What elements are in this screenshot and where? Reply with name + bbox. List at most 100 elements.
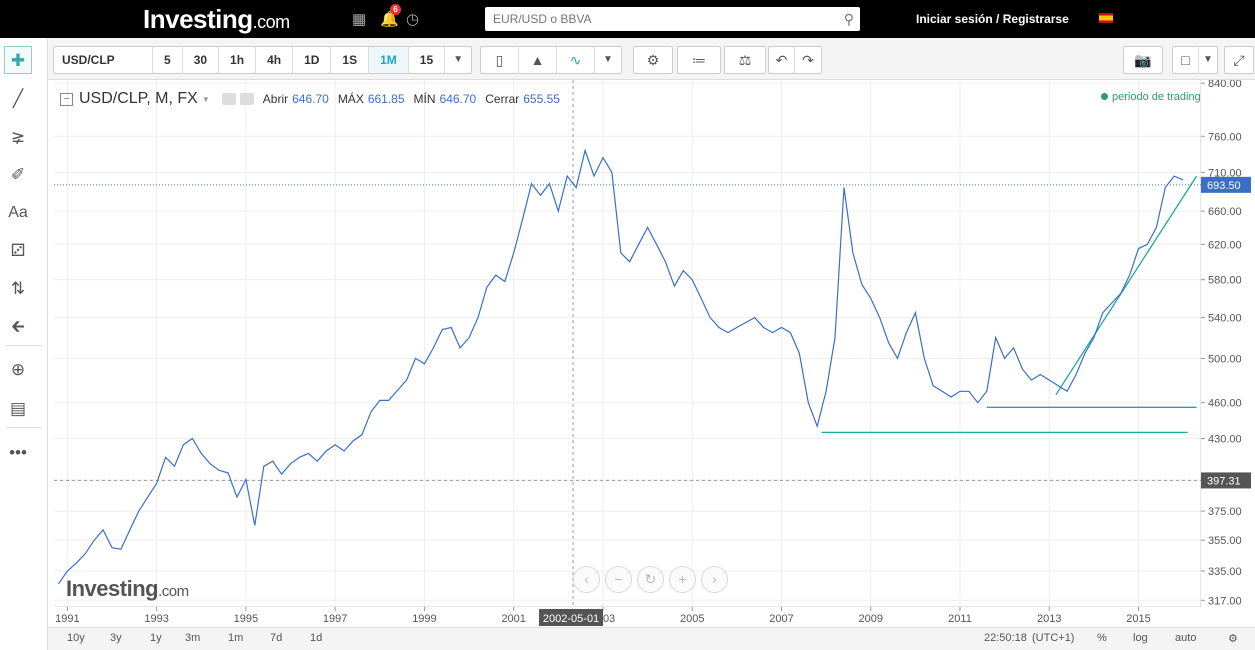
timezone[interactable]: (UTC+1) bbox=[1032, 632, 1075, 644]
percent-toggle[interactable]: % bbox=[1097, 632, 1107, 644]
layout-dropdown-icon[interactable]: ▼ bbox=[1203, 54, 1213, 65]
fullscreen-icon[interactable]: ⤢ bbox=[1233, 52, 1245, 68]
eye-icon[interactable] bbox=[221, 93, 236, 105]
collapse-legend-icon[interactable]: – bbox=[60, 92, 73, 106]
camera-icon[interactable]: 📷 bbox=[1134, 52, 1152, 68]
chart-type-group: ▯ ▲ ∿ ▼ bbox=[480, 46, 622, 74]
range-3m[interactable]: 3m bbox=[185, 632, 201, 644]
reset-icon[interactable]: ↻ bbox=[637, 566, 664, 593]
spain-flag-icon[interactable] bbox=[1099, 13, 1113, 23]
brush-icon[interactable]: ✐ bbox=[10, 165, 26, 184]
interval-1h[interactable]: 1h bbox=[219, 47, 257, 73]
area-chart-icon[interactable]: ▲ bbox=[519, 47, 557, 73]
text-tool-icon[interactable]: Aa bbox=[8, 204, 28, 221]
clock-icon[interactable]: ◷ bbox=[406, 11, 420, 28]
price-chart[interactable]: 317.00 335.00 355.00 375.00 397.31 430.00 460.… bbox=[54, 80, 1255, 627]
chart-toolbar: USD/CLP 5 30 1h 4h 1D 1S 1M 15 ▼ ▯ ▲ ∿ ▼… bbox=[48, 38, 1255, 80]
redo-icon[interactable]: ↷ bbox=[802, 52, 814, 68]
login-links: Iniciar sesión / Registrarse bbox=[916, 12, 1069, 26]
open-value: 646.70 bbox=[292, 92, 329, 106]
scroll-right-icon[interactable]: › bbox=[701, 566, 728, 593]
time-tick-label: 1999 bbox=[412, 613, 436, 625]
trend-line-icon[interactable]: ╱ bbox=[12, 89, 24, 108]
trend-lines[interactable] bbox=[821, 175, 1198, 433]
compare-scale-icon[interactable]: ⚖ bbox=[738, 52, 752, 68]
range-1m[interactable]: 1m bbox=[228, 632, 244, 644]
time-tick-label: 2007 bbox=[769, 613, 793, 625]
price-tick-label: 580.00 bbox=[1208, 275, 1242, 287]
trading-period-label: periodo de trading bbox=[1112, 91, 1201, 103]
symbol-field[interactable]: USD/CLP bbox=[54, 47, 153, 73]
price-tick-label: 355.00 bbox=[1208, 535, 1242, 547]
measure-icon[interactable]: ⇅ bbox=[10, 279, 26, 298]
crosshair bbox=[54, 80, 1201, 607]
gear-icon[interactable]: ⚙ bbox=[646, 52, 660, 68]
interval-1m[interactable]: 1M bbox=[369, 47, 409, 73]
indicators-icon[interactable]: ≔ bbox=[692, 52, 706, 68]
interval-5[interactable]: 5 bbox=[153, 47, 183, 73]
open-label: Abrir bbox=[262, 92, 289, 106]
chart-type-dropdown-icon[interactable]: ▼ bbox=[603, 54, 613, 65]
compare-group: ⚖ bbox=[724, 46, 766, 74]
line-chart-icon[interactable]: ∿ bbox=[557, 47, 595, 73]
price-tick-label: 430.00 bbox=[1208, 433, 1242, 445]
more-icon[interactable]: ••• bbox=[9, 443, 27, 462]
legend-title[interactable]: USD/CLP, M, FX bbox=[79, 90, 198, 107]
log-toggle[interactable]: log bbox=[1133, 632, 1148, 644]
grid bbox=[54, 80, 1201, 607]
layout-icon[interactable]: □ bbox=[1173, 47, 1199, 73]
undo-redo-group: ↶ ↷ bbox=[768, 46, 822, 74]
bottom-bar: 10y 3y 1y 3m 1m 7d 1d 22:50:18 (UTC+1) %… bbox=[48, 627, 1255, 650]
notification-badge: 6 bbox=[390, 4, 401, 15]
interval-30[interactable]: 30 bbox=[183, 47, 220, 73]
trading-period-indicator: periodo de trading bbox=[1101, 91, 1201, 103]
login-link[interactable]: Iniciar sesión bbox=[916, 12, 993, 26]
crosshair-price-label-bg bbox=[1201, 472, 1251, 489]
range-1d[interactable]: 1d bbox=[310, 632, 323, 644]
plot-background bbox=[54, 80, 1201, 607]
undo-icon[interactable]: ↶ bbox=[769, 47, 795, 73]
interval-1s[interactable]: 1S bbox=[331, 47, 370, 73]
price-tick-labels: 317.00 335.00 355.00 375.00 397.31 430.00 460.… bbox=[1201, 80, 1242, 607]
settings-small-icon[interactable] bbox=[239, 93, 254, 105]
time-tick-label: 2011 bbox=[948, 613, 972, 625]
time-tick-label: 2013 bbox=[1037, 613, 1061, 625]
search-icon[interactable]: ⚲ bbox=[843, 11, 854, 27]
range-1y[interactable]: 1y bbox=[150, 632, 162, 644]
bell-icon[interactable]: 🔔 bbox=[380, 11, 399, 28]
login-separator: / bbox=[996, 12, 1000, 26]
chevron-down-icon[interactable]: ▼ bbox=[201, 94, 210, 104]
layout-group: □ ▼ bbox=[1172, 46, 1218, 74]
interval-15[interactable]: 15 bbox=[409, 47, 446, 73]
portfolio-icon[interactable]: ▦ bbox=[352, 11, 367, 28]
zoom-plus-icon[interactable]: + bbox=[669, 566, 696, 593]
price-tick-label: 620.00 bbox=[1208, 239, 1242, 251]
scroll-left-icon[interactable]: ‹ bbox=[573, 566, 600, 593]
range-10y[interactable]: 10y bbox=[67, 632, 85, 644]
chart-nav-controls: ‹ − ↻ + › bbox=[573, 566, 728, 593]
snapshot-group: 📷 bbox=[1123, 46, 1163, 74]
ruler-icon[interactable]: ▤ bbox=[9, 399, 27, 418]
price-labels: 693.50 397.31 2002-05-01 bbox=[539, 176, 1251, 626]
zoom-out-icon[interactable]: − bbox=[605, 566, 632, 593]
interval-4h[interactable]: 4h bbox=[256, 47, 294, 73]
site-logo[interactable]: Investing.com bbox=[143, 4, 290, 34]
register-link[interactable]: Registrarse bbox=[1002, 12, 1069, 26]
zoom-in-icon[interactable]: ⊕ bbox=[10, 360, 26, 379]
price-tick-label: 660.00 bbox=[1208, 206, 1242, 218]
range-3y[interactable]: 3y bbox=[110, 632, 122, 644]
search-input[interactable] bbox=[485, 7, 825, 31]
time-tick-label: 2009 bbox=[858, 613, 882, 625]
pitchfork-icon[interactable]: ⪈ bbox=[10, 127, 26, 146]
interval-1d[interactable]: 1D bbox=[293, 47, 332, 73]
crosshair-icon[interactable]: ✚ bbox=[4, 46, 32, 74]
bottom-gear-icon[interactable]: ⚙ bbox=[1228, 633, 1238, 645]
auto-toggle[interactable]: auto bbox=[1175, 632, 1197, 644]
crosshair-price-label: 397.31 bbox=[1207, 475, 1241, 487]
pattern-icon[interactable]: ⚂ bbox=[10, 241, 26, 260]
arrow-left-icon[interactable]: 🡰 bbox=[11, 317, 25, 336]
price-tick-label: 540.00 bbox=[1208, 313, 1242, 325]
candlestick-icon[interactable]: ▯ bbox=[481, 47, 519, 73]
range-7d[interactable]: 7d bbox=[270, 632, 283, 644]
interval-dropdown-icon[interactable]: ▼ bbox=[453, 54, 464, 65]
